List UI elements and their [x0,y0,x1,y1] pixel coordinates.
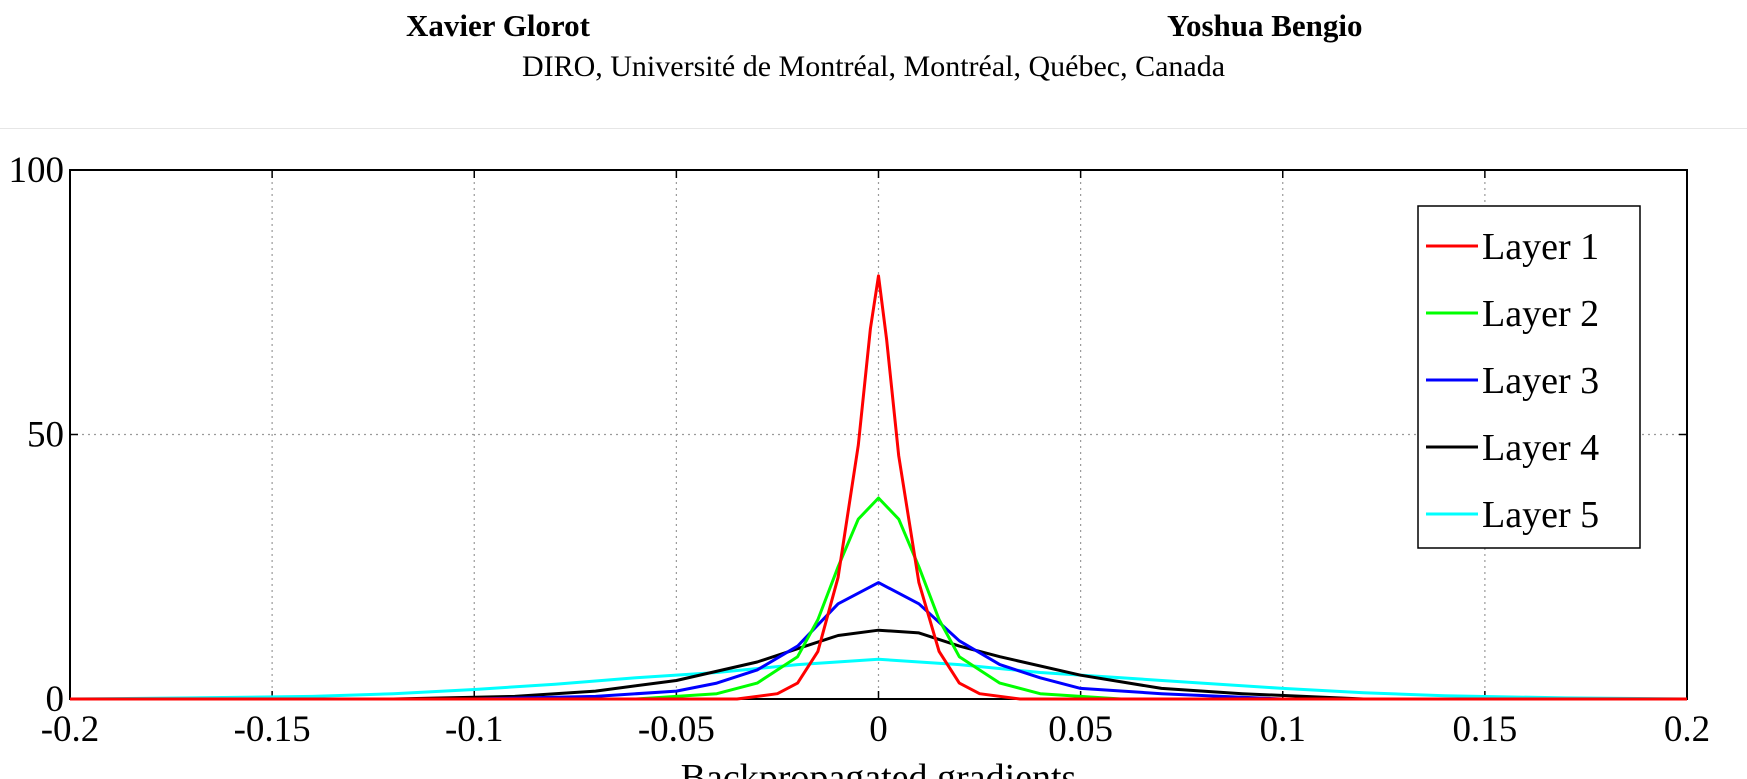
legend: Layer 1 Layer 2 Layer 3 Layer 4 Layer 5 [1417,205,1641,549]
x-tick-label: 0 [869,709,888,750]
legend-box [1417,205,1641,549]
author-affiliation: DIRO, Université de Montréal, Montréal, … [521,50,1226,83]
series-line-layer-3 [70,581,1687,701]
header-divider [0,128,1747,129]
y-tick-label: 50 [27,415,64,456]
author-name-second: Yoshua Bengio [1167,8,1363,43]
x-tick-label: -0.15 [234,709,311,750]
axis-tick-marks [69,169,1688,700]
x-axis-label: Backpropagated gradients [681,757,1077,779]
x-tick-label: -0.1 [445,709,504,750]
x-tick-label: -0.2 [41,709,100,750]
series-line-layer-2 [70,496,1687,701]
legend-label: Layer 1 [1482,226,1599,268]
author-block: Xavier Glorot Yoshua Bengio DIRO, Univer… [0,0,1747,128]
series-line-layer-4 [70,628,1687,701]
legend-label: Layer 4 [1482,427,1599,469]
x-tick-label: 0.1 [1260,709,1306,750]
y-tick-label: 100 [9,150,65,191]
x-tick-label: -0.05 [638,709,715,750]
tick-labels: -0.2 -0.15 -0.1 -0.05 0 0.05 0.1 0.15 0.2 0 50 100 [9,150,1711,750]
x-tick-label: 0.05 [1048,709,1113,750]
x-tick-label: 0.15 [1453,709,1518,750]
x-tick-label: 0.2 [1664,709,1710,750]
series-line-layer-1 [70,274,1687,701]
legend-label: Layer 3 [1482,360,1599,402]
y-tick-label: 0 [46,679,65,720]
series-line-layer-5 [69,657,1688,701]
legend-label: Layer 5 [1482,494,1599,536]
author-name-first: Xavier Glorot [406,8,590,43]
series-lines [69,274,1688,701]
legend-label: Layer 2 [1482,293,1599,335]
